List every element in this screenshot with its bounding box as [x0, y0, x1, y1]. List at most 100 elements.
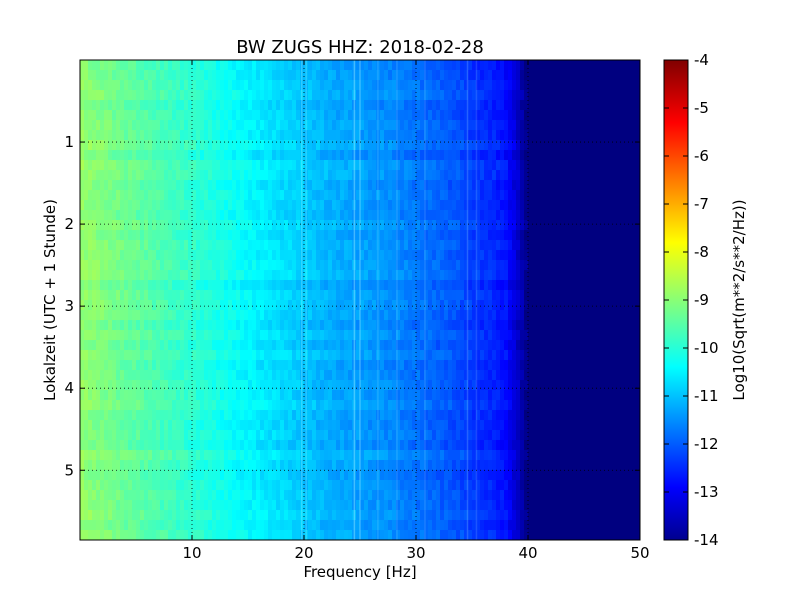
heatmap-cell — [492, 290, 497, 301]
heatmap-cell — [568, 340, 573, 351]
heatmap-cell — [112, 210, 117, 221]
heatmap-cell — [512, 330, 517, 341]
heatmap-cell — [496, 170, 501, 181]
heatmap-cell — [272, 100, 277, 111]
heatmap-cell — [388, 340, 393, 351]
heatmap-cell — [564, 330, 569, 341]
heatmap-cell — [528, 80, 533, 91]
heatmap-cell — [284, 90, 289, 101]
heatmap-cell — [156, 260, 161, 271]
heatmap-cell — [148, 150, 153, 161]
heatmap-cell — [400, 150, 405, 161]
heatmap-cell — [244, 250, 249, 261]
heatmap-cell — [552, 260, 557, 271]
heatmap-cell — [604, 390, 609, 401]
heatmap-cell — [92, 390, 97, 401]
heatmap-cell — [400, 360, 405, 371]
heatmap-cell — [92, 330, 97, 341]
heatmap-cell — [312, 400, 317, 411]
heatmap-cell — [304, 310, 309, 321]
heatmap-cell — [452, 140, 457, 151]
heatmap-cell — [496, 190, 501, 201]
heatmap-cell — [244, 200, 249, 211]
heatmap-cell — [208, 360, 213, 371]
heatmap-cell — [448, 330, 453, 341]
heatmap-cell — [468, 360, 473, 371]
heatmap-cell — [96, 200, 101, 211]
heatmap-cell — [380, 70, 385, 81]
heatmap-cell — [180, 200, 185, 211]
heatmap-cell — [432, 410, 437, 421]
heatmap-cell — [112, 400, 117, 411]
heatmap-cell — [268, 180, 273, 191]
heatmap-cell — [388, 310, 393, 321]
heatmap-cell — [424, 380, 429, 391]
heatmap-cell — [264, 380, 269, 391]
heatmap-cell — [120, 90, 125, 101]
heatmap-cell — [112, 80, 117, 91]
heatmap-cell — [96, 400, 101, 411]
heatmap-cell — [352, 270, 357, 281]
heatmap-cell — [116, 130, 121, 141]
heatmap-cell — [432, 70, 437, 81]
heatmap-cell — [520, 320, 525, 331]
heatmap-cell — [440, 230, 445, 241]
heatmap-cell — [632, 130, 637, 141]
heatmap-cell — [596, 140, 601, 151]
heatmap-cell — [360, 90, 365, 101]
heatmap-cell — [556, 330, 561, 341]
heatmap-cell — [584, 140, 589, 151]
heatmap-cell — [100, 210, 105, 221]
heatmap-cell — [128, 170, 133, 181]
heatmap-cell — [216, 150, 221, 161]
heatmap-cell — [504, 370, 509, 381]
heatmap-cell — [500, 80, 505, 91]
heatmap-cell — [480, 200, 485, 211]
heatmap-cell — [516, 400, 521, 411]
heatmap-cell — [620, 70, 625, 81]
heatmap-cell — [484, 210, 489, 221]
heatmap-cell — [80, 70, 85, 81]
heatmap-cell — [428, 400, 433, 411]
heatmap-cell — [592, 290, 597, 301]
heatmap-cell — [276, 370, 281, 381]
heatmap-cell — [320, 260, 325, 271]
heatmap-cell — [228, 350, 233, 361]
heatmap-cell — [620, 120, 625, 131]
heatmap-cell — [228, 240, 233, 251]
heatmap-cell — [132, 180, 137, 191]
heatmap-cell — [424, 340, 429, 351]
heatmap-cell — [620, 210, 625, 221]
heatmap-cell — [116, 220, 121, 231]
heatmap-cell — [604, 90, 609, 101]
heatmap-cell — [612, 150, 617, 161]
heatmap-cell — [264, 260, 269, 271]
heatmap-cell — [288, 190, 293, 201]
heatmap-cell — [220, 360, 225, 371]
heatmap-cell — [196, 130, 201, 141]
heatmap-cell — [572, 260, 577, 271]
heatmap-cell — [600, 280, 605, 291]
heatmap-cell — [596, 270, 601, 281]
heatmap-cell — [576, 400, 581, 411]
heatmap-cell — [576, 120, 581, 131]
heatmap-cell — [500, 110, 505, 121]
heatmap-cell — [604, 340, 609, 351]
heatmap-cell — [156, 380, 161, 391]
heatmap-cell — [148, 310, 153, 321]
heatmap-cell — [540, 70, 545, 81]
heatmap-cell — [132, 70, 137, 81]
heatmap-cell — [612, 100, 617, 111]
heatmap-cell — [492, 90, 497, 101]
heatmap-cell — [616, 340, 621, 351]
heatmap-cell — [104, 160, 109, 171]
heatmap-cell — [480, 270, 485, 281]
heatmap-cell — [96, 330, 101, 341]
heatmap-cell — [420, 410, 425, 421]
heatmap-cell — [176, 110, 181, 121]
heatmap-cell — [276, 80, 281, 91]
heatmap-cell — [636, 350, 640, 361]
heatmap-cell — [376, 130, 381, 141]
heatmap-cell — [268, 190, 273, 201]
heatmap-cell — [168, 340, 173, 351]
